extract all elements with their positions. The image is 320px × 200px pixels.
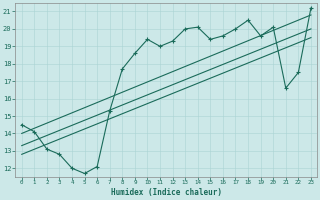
X-axis label: Humidex (Indice chaleur): Humidex (Indice chaleur) [111,188,222,197]
